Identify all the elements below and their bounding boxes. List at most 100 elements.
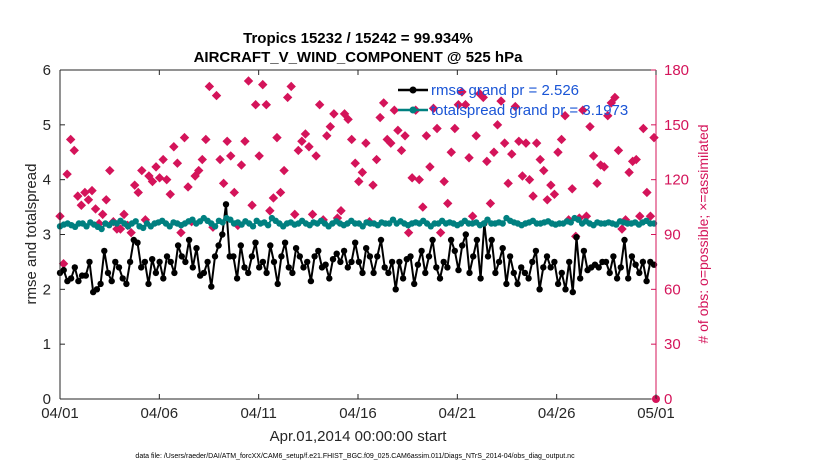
rmse-point [344,264,351,271]
rmse-point [366,253,374,260]
rmse-point [304,258,311,266]
rmse-point [149,256,156,263]
rmse-point [141,258,149,266]
rmse-point [562,286,569,293]
obs-point [282,92,293,103]
rmse-point [363,245,370,252]
legend: rmse grand pr = 2.526 totalspread grand … [398,82,628,119]
rmse-point [167,258,174,266]
rmse-point [436,275,444,282]
y-right-tick-label: 150 [664,117,689,134]
x-ticks: 04/01 04/06 04/11 04/16 04/21 04/26 05/01 [41,70,675,422]
rmse-point [174,242,182,249]
rmse-point [208,283,215,290]
rmse-point [484,253,492,260]
rmse-point [259,258,267,266]
rmse-point [473,236,481,244]
rmse-point [418,247,425,255]
obs-point [396,145,407,156]
rmse-point [540,264,547,271]
obs-point [588,151,599,161]
rmse-point [554,280,562,288]
obs-point [261,100,272,110]
chart-title: Tropics 15232 / 15242 = 99.934% [243,30,473,47]
obs-point [311,151,321,161]
rmse-point [222,201,230,208]
rmse-point [566,258,573,266]
y-tick-label: 4 [43,172,51,189]
rmse-point [429,236,436,244]
rmse-point [86,258,93,266]
obs-point [58,259,69,269]
rmse-point [425,253,433,260]
obs-point [460,100,471,110]
rmse-point [521,269,529,277]
rmse-point [93,286,101,293]
y-right-tick-label: 90 [664,227,681,244]
rmse-point [274,280,281,288]
obs-point [297,136,307,146]
rmse-point [370,269,377,277]
totalspread-point [567,219,574,226]
totalspread-point [132,218,139,225]
rmse-point [595,264,602,271]
obs-point [496,96,506,106]
x-axis-label: Apr.01,2014 00:00:00 start [270,428,448,445]
obs-point [503,178,513,189]
rmse-point [340,247,348,255]
rmse-point [75,277,82,285]
obs-point [325,121,336,132]
rmse-point [529,258,536,266]
obs-point [162,174,172,185]
obs-point [482,156,492,167]
obs-point [393,125,403,136]
y-right-tick-label: 60 [664,281,681,298]
rmse-point [71,264,79,271]
rmse-point [189,264,196,271]
obs-point [286,81,296,92]
obs-point [578,105,588,115]
obs-point [250,100,261,110]
obs-point [211,90,222,101]
rmse-point [200,269,208,277]
y-right-tick-label: 30 [664,336,681,353]
obs-point [236,160,247,170]
obs-point [514,136,524,146]
obs-point [69,145,79,156]
obs-point [158,154,168,165]
obs-point [439,176,449,187]
rmse-point [160,275,167,282]
totalspread-point [264,222,272,229]
rmse-point [101,247,108,255]
y-tick-label: 0 [43,391,51,408]
chart-subtitle: AIRCRAFT_V_WIND_COMPONENT @ 525 hPa [194,49,524,66]
x-tick-label: 04/21 [439,405,477,422]
rmse-point [455,266,462,274]
obs-point [254,151,264,161]
rmse-point [329,256,337,263]
obs-point [290,209,300,220]
rmse-point [163,253,171,260]
obs-point [549,189,560,199]
y-right-tick-label: 0 [664,391,672,408]
obs-point [414,174,424,185]
footnote: data file: /Users/raeder/DAI/ATM_forcXX/… [135,453,575,460]
rmse-point [82,272,90,279]
plot-area [60,70,656,399]
rmse-point [617,264,624,271]
y-tick-label: 3 [43,227,51,244]
obs-point [169,142,179,152]
rmse-point [451,247,458,255]
rmse-point [300,264,307,271]
obs-point [172,158,183,168]
obs-point [83,195,94,205]
obs-point [645,211,656,221]
x-tick-label: 04/26 [538,405,576,422]
rmse-point [510,269,517,277]
rmse-point [193,245,200,252]
obs-point [610,92,620,103]
obs-point [304,142,314,152]
totalspread-point [219,219,226,226]
rmse-point [577,275,584,282]
